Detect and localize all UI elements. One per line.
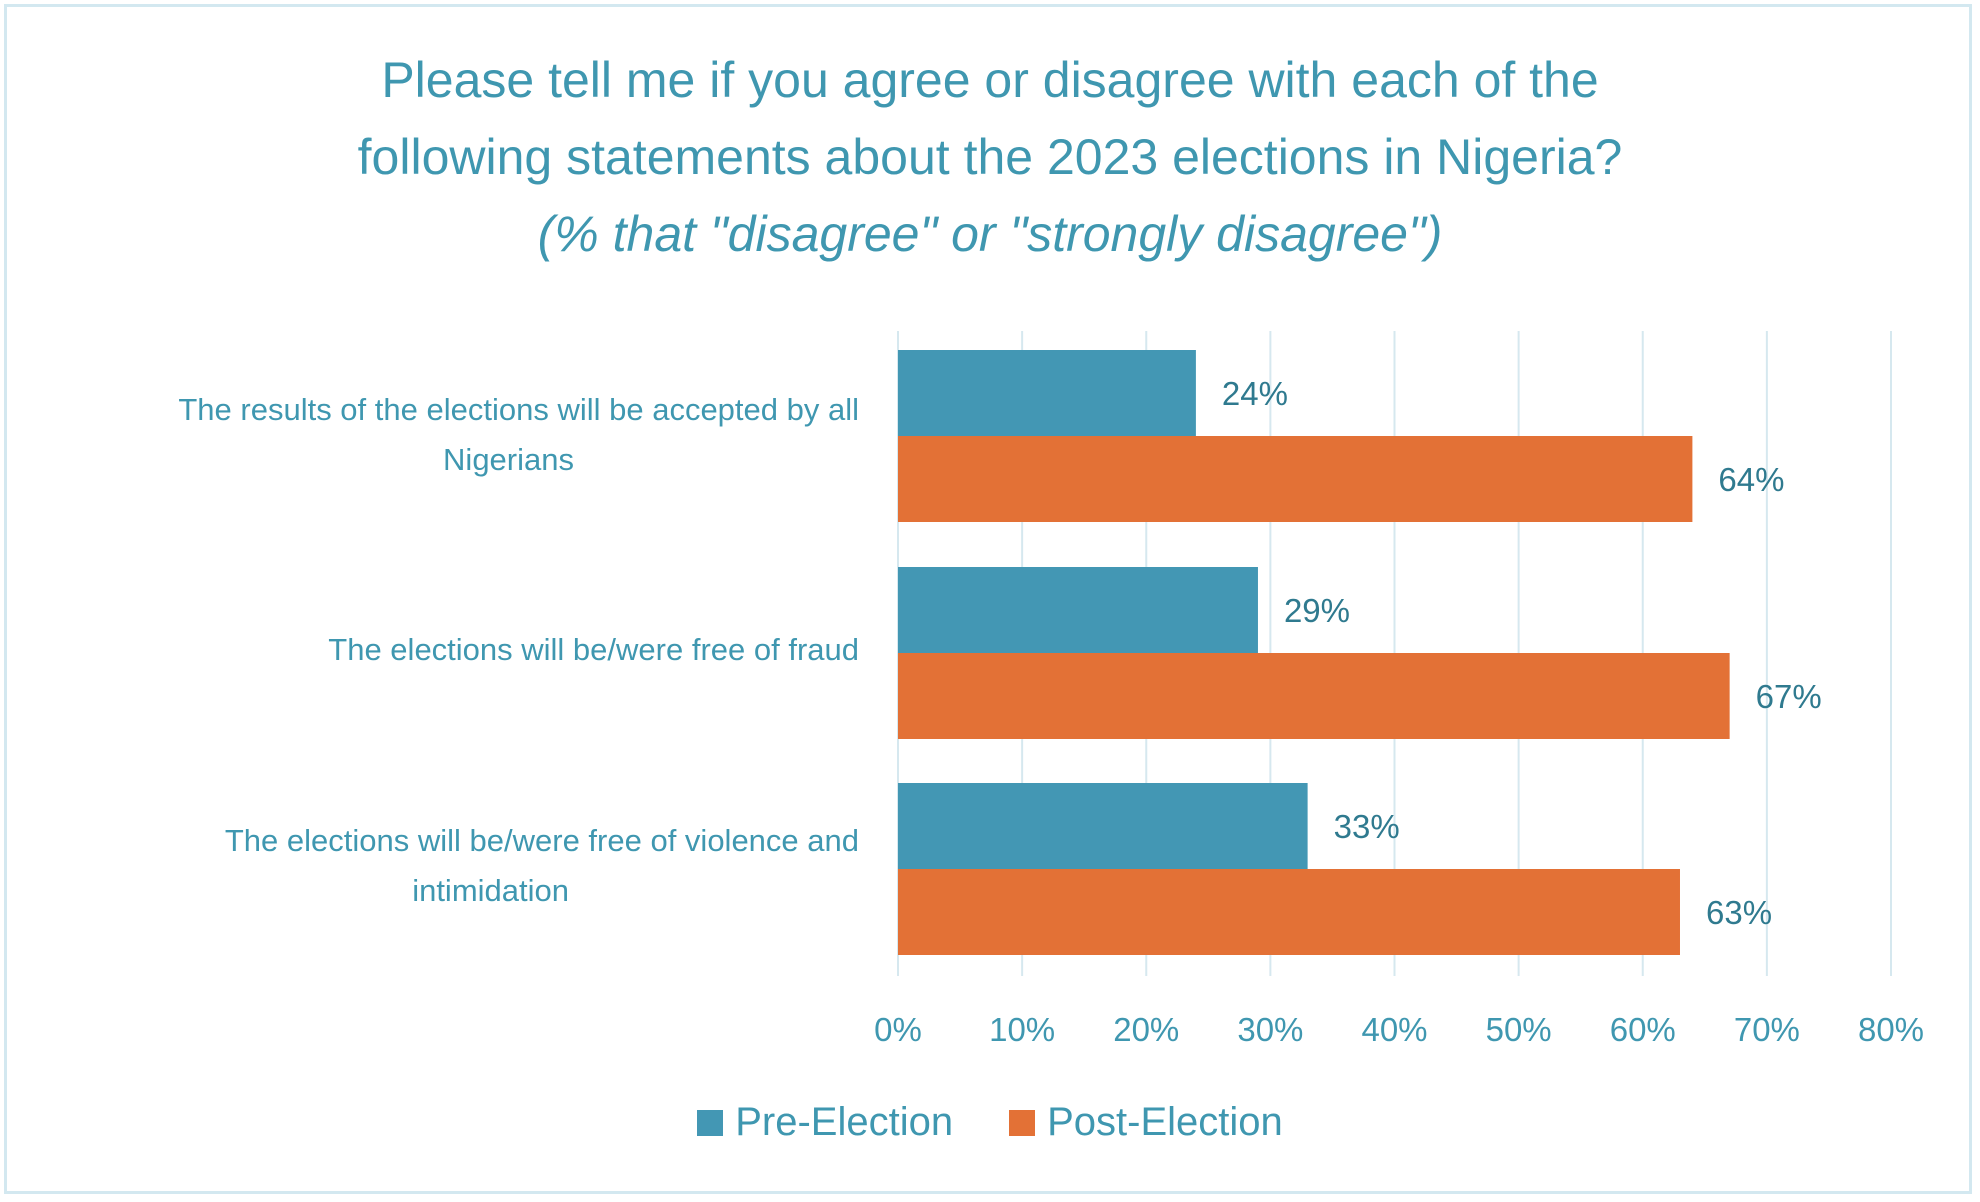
x-tick-label: 60% <box>1610 1011 1676 1048</box>
legend-swatch-pre-election <box>697 1109 724 1136</box>
category-label-results-accepted: The results of the elections will be acc… <box>39 385 859 485</box>
data-label: 63% <box>1706 894 1772 931</box>
x-tick-label: 30% <box>1237 1011 1303 1048</box>
legend-swatch-post-election <box>1009 1109 1036 1136</box>
data-label: 64% <box>1718 461 1784 498</box>
x-tick-label: 50% <box>1486 1011 1552 1048</box>
category-label-line: The elections will be/were free of viole… <box>224 823 859 858</box>
chart-frame <box>4 4 1972 1194</box>
legend: Pre-Election Post-Election <box>0 1100 1980 1145</box>
chart-title-line-1: Please tell me if you agree or disagree … <box>381 52 1599 108</box>
bar-post-election <box>898 436 1693 522</box>
category-label-line: The elections will be/were free of fraud <box>328 632 859 667</box>
category-label-free-of-fraud: The elections will be/were free of fraud <box>39 625 859 675</box>
x-tick-label: 0% <box>874 1011 922 1048</box>
bar-post-election <box>898 653 1730 739</box>
x-tick-label: 80% <box>1858 1011 1924 1048</box>
chart-title-line-2: following statements about the 2023 elec… <box>357 129 1623 185</box>
data-label: 67% <box>1756 678 1822 715</box>
bar-pre-election <box>898 567 1258 653</box>
bar-pre-election <box>898 783 1308 869</box>
x-tick-label: 70% <box>1734 1011 1800 1048</box>
bar-pre-election <box>898 350 1196 436</box>
legend-item-pre-election: Pre-Election <box>697 1100 953 1145</box>
data-label: 33% <box>1334 808 1400 845</box>
data-label: 24% <box>1222 375 1288 412</box>
x-tick-label: 20% <box>1113 1011 1179 1048</box>
x-tick-label: 10% <box>989 1011 1055 1048</box>
category-label-line: intimidation <box>412 873 569 908</box>
category-label-line: Nigerians <box>443 442 574 477</box>
legend-item-post-election: Post-Election <box>1009 1100 1283 1145</box>
data-label: 29% <box>1284 592 1350 629</box>
chart-subtitle: (% that "disagree" or "strongly disagree… <box>537 206 1443 262</box>
category-label-line: The results of the elections will be acc… <box>178 392 859 427</box>
x-tick-label: 40% <box>1361 1011 1427 1048</box>
legend-label: Post-Election <box>1047 1100 1283 1144</box>
category-label-free-of-violence: The elections will be/were free of viole… <box>39 816 859 916</box>
legend-label: Pre-Election <box>735 1100 954 1144</box>
bar-post-election <box>898 869 1680 955</box>
